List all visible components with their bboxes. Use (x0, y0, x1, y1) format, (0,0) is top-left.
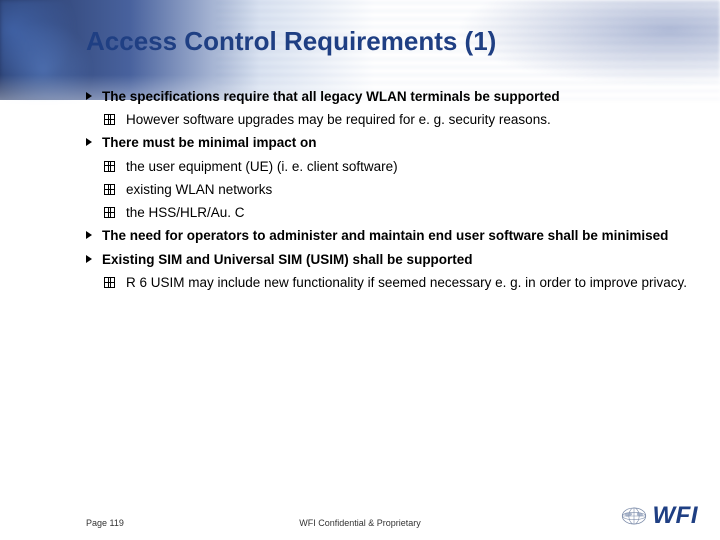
sub-bullet-item: However software upgrades may be require… (104, 111, 694, 129)
confidential-label: WFI Confidential & Proprietary (299, 518, 421, 528)
wfi-logo: WFI (619, 502, 698, 530)
bullet-item: The specifications require that all lega… (86, 88, 694, 106)
sub-bullet-item: the HSS/HLR/Au. C (104, 204, 694, 222)
logo-text: WFI (653, 502, 698, 530)
bullet-item: Existing SIM and Universal SIM (USIM) sh… (86, 251, 694, 269)
sub-bullet-item: existing WLAN networks (104, 181, 694, 199)
slide-title: Access Control Requirements (1) (86, 26, 496, 57)
slide: Access Control Requirements (1) The spec… (0, 0, 720, 540)
page-number: Page 119 (86, 518, 124, 528)
sub-bullet-item: the user equipment (UE) (i. e. client so… (104, 158, 694, 176)
sub-bullet-item: R 6 USIM may include new functionality i… (104, 274, 694, 292)
bullet-item: The need for operators to administer and… (86, 227, 694, 245)
globe-icon (619, 505, 649, 527)
content-area: The specifications require that all lega… (86, 88, 694, 297)
bullet-item: There must be minimal impact on (86, 134, 694, 152)
